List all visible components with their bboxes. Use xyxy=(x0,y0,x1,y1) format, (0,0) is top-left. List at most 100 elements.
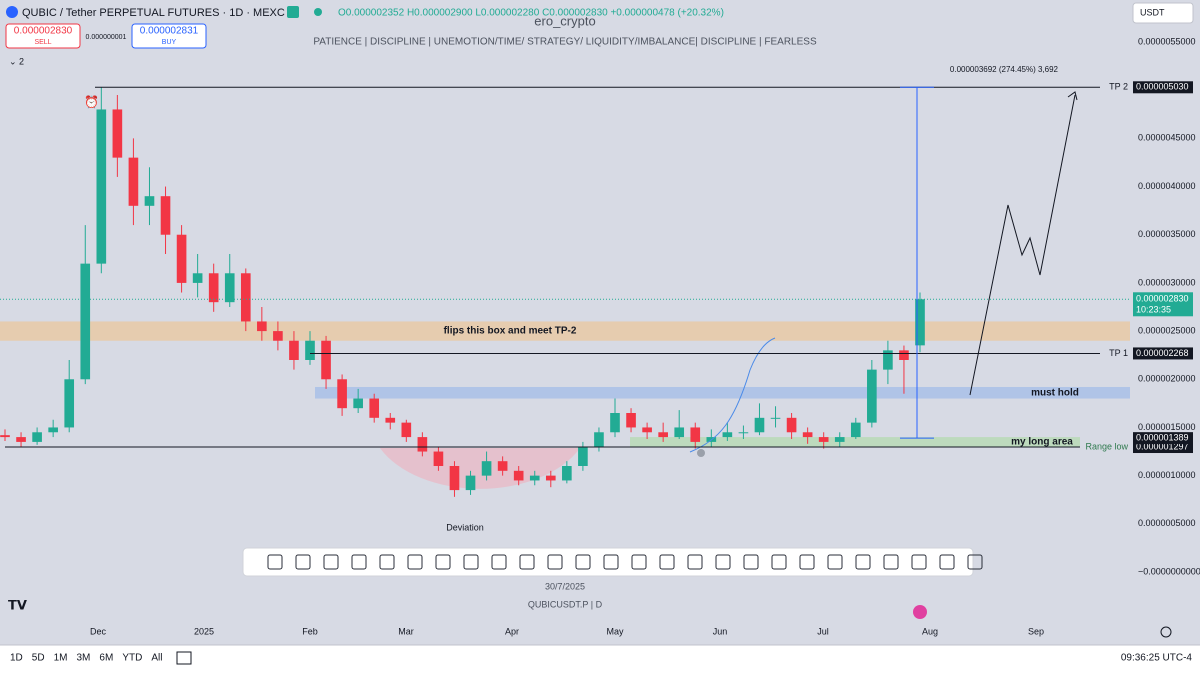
candle-body xyxy=(722,432,733,438)
range-button[interactable]: 6M xyxy=(99,653,113,664)
y-tick-label: 0.0000040000 xyxy=(1138,181,1196,191)
tool-icon[interactable] xyxy=(743,554,759,570)
buy-button[interactable] xyxy=(131,23,207,49)
price-tag-label: 0.000002268 xyxy=(1136,348,1189,358)
deviation-label: Deviation xyxy=(446,522,484,532)
tool-icon[interactable] xyxy=(379,554,395,570)
candle-body xyxy=(160,196,171,235)
y-tick-label: 0.0000055000 xyxy=(1138,36,1196,46)
indicator-count: 2 xyxy=(19,56,24,66)
zone-label: my long area xyxy=(1011,437,1073,448)
tool-icon[interactable] xyxy=(687,554,703,570)
settings-icon[interactable] xyxy=(1160,626,1172,638)
tool-icon[interactable] xyxy=(435,554,451,570)
x-tick-label: Sep xyxy=(1028,626,1044,636)
currency-select[interactable] xyxy=(1132,2,1194,24)
candle-body xyxy=(16,437,26,442)
collapse-icon[interactable]: ⌄ xyxy=(9,56,17,66)
tool-icon[interactable] xyxy=(547,554,563,570)
candle-body xyxy=(850,422,861,438)
candle-body xyxy=(224,273,235,303)
tool-icon[interactable] xyxy=(463,554,479,570)
tool-icon[interactable] xyxy=(967,554,983,570)
currency: USDT xyxy=(1140,7,1165,17)
candle-body xyxy=(642,427,652,433)
x-tick-label: 2025 xyxy=(194,626,214,636)
range-button[interactable]: YTD xyxy=(122,653,142,664)
status-dot xyxy=(314,8,322,16)
y-tick-label: 0.0000030000 xyxy=(1138,277,1196,287)
candle-body xyxy=(112,109,123,158)
ohlc-text: O0.000002352 H0.000002900 L0.000002280 C… xyxy=(338,8,724,19)
candle-body xyxy=(32,432,42,442)
footer-bar xyxy=(0,645,1200,675)
candle-body xyxy=(176,234,187,283)
x-tick-label: Jul xyxy=(817,626,829,636)
tool-icon[interactable] xyxy=(827,554,843,570)
tool-icon[interactable] xyxy=(519,554,535,570)
calendar-icon[interactable] xyxy=(176,651,192,665)
candle-body xyxy=(369,398,380,418)
tool-icon[interactable] xyxy=(267,554,283,570)
candle-body xyxy=(257,321,267,332)
candle-body xyxy=(883,350,893,370)
x-tick-label: Apr xyxy=(505,626,519,636)
candle-body xyxy=(658,432,668,438)
range-button[interactable]: 3M xyxy=(77,653,91,664)
candle-body xyxy=(449,466,460,491)
range-button[interactable]: 1M xyxy=(54,653,68,664)
symbol-title: QUBIC / Tether PERPETUAL FUTURES · 1D · … xyxy=(22,7,285,19)
tool-icon[interactable] xyxy=(799,554,815,570)
tool-icon[interactable] xyxy=(631,554,647,570)
candle-body xyxy=(192,273,203,283)
countdown: 10:23:35 xyxy=(1136,305,1171,315)
range-button[interactable]: 5D xyxy=(32,653,45,664)
tool-icon[interactable] xyxy=(323,554,339,570)
candle-body xyxy=(818,437,829,442)
candle-body xyxy=(321,340,331,380)
tool-icon[interactable] xyxy=(855,554,871,570)
current-price-label: 0.000002830 xyxy=(1136,294,1189,304)
price-tag-label: 0.000001297 xyxy=(1136,441,1189,451)
curve-dot xyxy=(697,449,705,457)
price-tag xyxy=(1133,347,1193,360)
tool-icon[interactable] xyxy=(659,554,675,570)
x-tick-label: Feb xyxy=(302,626,318,636)
tool-icon[interactable] xyxy=(351,554,367,570)
candle-body xyxy=(289,340,299,360)
tool-icon[interactable] xyxy=(715,554,731,570)
candle-body xyxy=(465,475,476,491)
tool-icon[interactable] xyxy=(771,554,787,570)
sell-button[interactable] xyxy=(5,23,81,49)
x-tick-label: Dec xyxy=(90,626,107,636)
zone xyxy=(630,437,1080,447)
candle-body xyxy=(144,196,155,206)
tool-icon[interactable] xyxy=(939,554,955,570)
tool-icon[interactable] xyxy=(575,554,591,570)
ai-icon[interactable] xyxy=(913,605,927,619)
range-button[interactable]: 1D xyxy=(10,653,23,664)
tool-icon[interactable] xyxy=(407,554,423,570)
sell-price: 0.000002830 xyxy=(14,26,73,37)
tool-icon[interactable] xyxy=(883,554,899,570)
price-tag xyxy=(1133,81,1193,94)
candle-body xyxy=(337,379,347,409)
tool-icon[interactable] xyxy=(911,554,927,570)
range-button[interactable]: All xyxy=(151,653,162,664)
candle-body xyxy=(64,379,75,428)
candle-body xyxy=(433,451,444,466)
tool-icon[interactable] xyxy=(603,554,619,570)
candle-body xyxy=(208,273,219,303)
symbol-logo xyxy=(6,6,18,18)
author: ero_crypto xyxy=(534,13,595,28)
candle-body xyxy=(80,263,91,380)
zone-label: must hold xyxy=(1031,387,1079,398)
tool-icon[interactable] xyxy=(491,554,507,570)
toolbar-icons xyxy=(267,554,983,570)
tool-icon[interactable] xyxy=(295,554,311,570)
clock: 09:36:25 UTC-4 xyxy=(1121,653,1193,664)
candle-body xyxy=(594,432,604,447)
candle-body xyxy=(353,398,363,409)
y-tick-label: 0.0000005000 xyxy=(1138,518,1196,528)
